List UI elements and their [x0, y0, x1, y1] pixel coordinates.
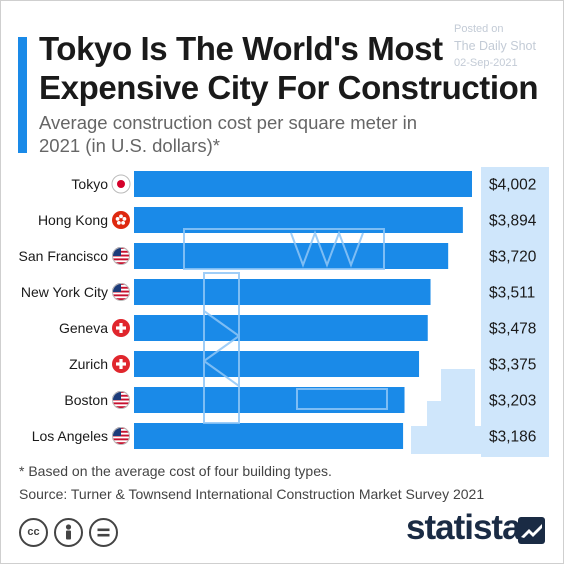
value-labels: $4,002 $3,894 $3,720 $3,511 $3,478 $3,375 $3,2…: [489, 177, 537, 446]
construction-illustration: [411, 167, 549, 457]
city-label: Boston: [64, 392, 108, 408]
usa-flag-icon: [112, 283, 130, 301]
bars: [134, 171, 472, 449]
city-label: Geneva: [59, 320, 108, 336]
hong-kong-flag-icon: [112, 211, 130, 229]
value-label: $3,511: [489, 285, 535, 302]
city-label: New York City: [21, 284, 108, 300]
footnote: * Based on the average cost of four buil…: [19, 463, 332, 479]
equals-icon[interactable]: [89, 518, 118, 547]
cc-icon[interactable]: cc: [19, 518, 48, 547]
statista-mark-icon: [518, 517, 545, 544]
city-label: Hong Kong: [38, 212, 108, 228]
city-labels: Tokyo Hong Kong San Francisco New York City…: [19, 174, 131, 445]
switzerland-flag-icon: [112, 355, 130, 373]
value-label: $3,894: [489, 213, 537, 230]
city-label: Los Angeles: [32, 428, 108, 444]
usa-flag-icon: [112, 427, 130, 445]
value-label: $3,720: [489, 249, 537, 266]
switzerland-flag-icon: [112, 319, 130, 337]
value-label: $3,478: [489, 321, 536, 338]
watermark-source: The Daily Shot: [454, 39, 536, 53]
bar-geneva: [134, 315, 428, 341]
brand-name: statista: [406, 508, 522, 547]
page-title: Tokyo Is The World's Most Expensive City…: [39, 30, 539, 106]
value-label: $4,002: [489, 177, 536, 194]
bar-zurich: [134, 351, 420, 377]
title-accent-bar: [18, 37, 27, 153]
subtitle: Average construction cost per square met…: [39, 112, 418, 156]
usa-flag-icon: [112, 247, 130, 265]
bar-san-francisco: [134, 243, 449, 269]
building-silhouette: [411, 369, 481, 454]
crane-illustration: [183, 228, 388, 424]
value-label: $3,186: [489, 429, 536, 446]
value-panel: [481, 167, 549, 457]
bar-los-angeles: [134, 423, 404, 449]
value-label: $3,203: [489, 393, 536, 410]
source-note: Source: Turner & Townsend International …: [19, 486, 485, 502]
bar-tokyo: [134, 171, 472, 197]
city-label: Zurich: [69, 356, 108, 372]
value-label: $3,375: [489, 357, 536, 374]
japan-flag-icon: [111, 174, 131, 194]
usa-flag-icon: [112, 391, 130, 409]
watermark-date: 02-Sep-2021: [454, 57, 518, 69]
watermark-posted: Posted on: [454, 23, 504, 35]
bar-new-york-city: [134, 279, 431, 305]
city-label: San Francisco: [19, 248, 109, 264]
bar-chart: Tokyo Hong Kong San Francisco New York City…: [19, 167, 549, 457]
person-icon[interactable]: [54, 518, 83, 547]
city-label: Tokyo: [71, 176, 108, 192]
watermark: Posted on The Daily Shot 02-Sep-2021: [454, 21, 554, 72]
